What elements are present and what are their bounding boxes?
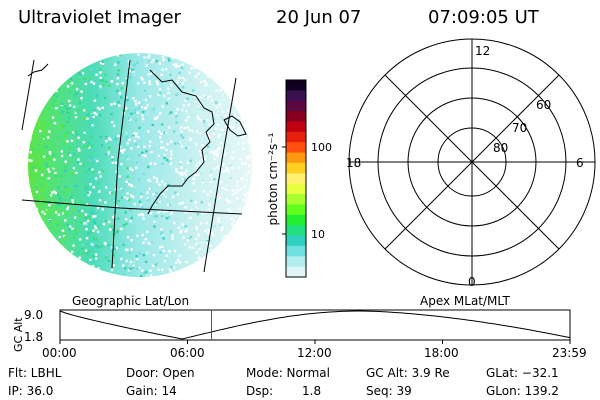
colorbar-swatch	[286, 152, 306, 164]
coastline	[27, 63, 49, 77]
mlat-label-60: 60	[536, 98, 552, 112]
magnetic-panel-label: Apex MLat/MLT	[420, 294, 510, 308]
colorbar-swatch	[286, 142, 306, 154]
observation-date: 20 Jun 07	[276, 7, 362, 28]
colorbar-swatch	[286, 80, 306, 91]
longitude-line	[111, 59, 131, 269]
coastline	[147, 69, 215, 215]
mlat-label-80: 80	[493, 141, 509, 155]
gain-value: Gain: 14	[126, 384, 177, 398]
instrument-title: Ultraviolet Imager	[18, 7, 181, 28]
colorbar-swatch	[286, 214, 306, 226]
colorbar-swatch	[286, 235, 306, 247]
colorbar-swatch	[286, 183, 306, 195]
colorbar-swatch	[286, 121, 306, 133]
filter-value: Flt: LBHL	[8, 366, 62, 380]
time-tick-1800: 18:00	[424, 346, 459, 360]
altitude-curve	[59, 310, 571, 340]
dsp-label: Dsp:	[246, 384, 274, 398]
intensity-colorbar	[282, 79, 307, 278]
geographic-panel-label: Geographic Lat/Lon	[72, 294, 190, 308]
colorbar-swatch	[286, 194, 306, 206]
ip-value: IP: 36.0	[8, 384, 54, 398]
magnetic-polar-plot	[348, 38, 596, 286]
latitude-line	[21, 199, 243, 215]
observation-time: 07:09:05 UT	[428, 7, 539, 28]
longitude-line	[21, 59, 35, 131]
colorbar-swatch	[286, 162, 306, 174]
altitude-tick-bottom: 1.8	[24, 330, 44, 344]
colorbar-swatch	[286, 131, 306, 143]
sequence-value: Seq: 39	[366, 384, 412, 398]
colorbar-swatch	[286, 256, 306, 268]
colorbar-swatch	[286, 225, 306, 237]
mlt-label-12: 12	[475, 44, 491, 58]
colorbar-swatch	[286, 90, 306, 102]
colorbar-swatch	[286, 266, 306, 278]
colorbar-swatch	[286, 173, 306, 185]
mlat-label-70: 70	[512, 121, 528, 135]
dsp-value: 1.8	[302, 384, 322, 398]
mlt-label-6: 6	[576, 156, 584, 170]
time-tick-2359: 23:59	[552, 346, 587, 360]
time-tick-1200: 12:00	[297, 346, 332, 360]
coastline	[223, 115, 247, 137]
geographic-image	[21, 53, 252, 277]
colorbar-tick-10: 10	[311, 228, 325, 241]
geo-latitude-value: GLat: −32.1	[486, 366, 559, 380]
mlt-label-18: 18	[346, 156, 362, 170]
colorbar-swatch	[286, 111, 306, 123]
geo-longitude-value: GLon: 139.2	[486, 384, 559, 398]
colorbar-tick-100: 100	[311, 141, 332, 154]
colorbar-swatch	[286, 204, 306, 216]
mlt-label-0: 0	[468, 275, 476, 289]
longitude-line	[203, 77, 237, 273]
altitude-tick-top: 9.0	[24, 308, 44, 322]
colorbar-unit-label: photon cm⁻²s⁻¹	[266, 132, 280, 226]
colorbar-swatch	[286, 100, 306, 112]
gc-altitude-value: GC Alt: 3.9 Re	[366, 366, 450, 380]
door-status: Door: Open	[126, 366, 195, 380]
colorbar-swatch	[286, 245, 306, 257]
altitude-plot	[59, 309, 571, 344]
time-tick-0000: 00:00	[42, 346, 77, 360]
time-tick-0600: 06:00	[170, 346, 205, 360]
mode-value: Mode: Normal	[246, 366, 330, 380]
